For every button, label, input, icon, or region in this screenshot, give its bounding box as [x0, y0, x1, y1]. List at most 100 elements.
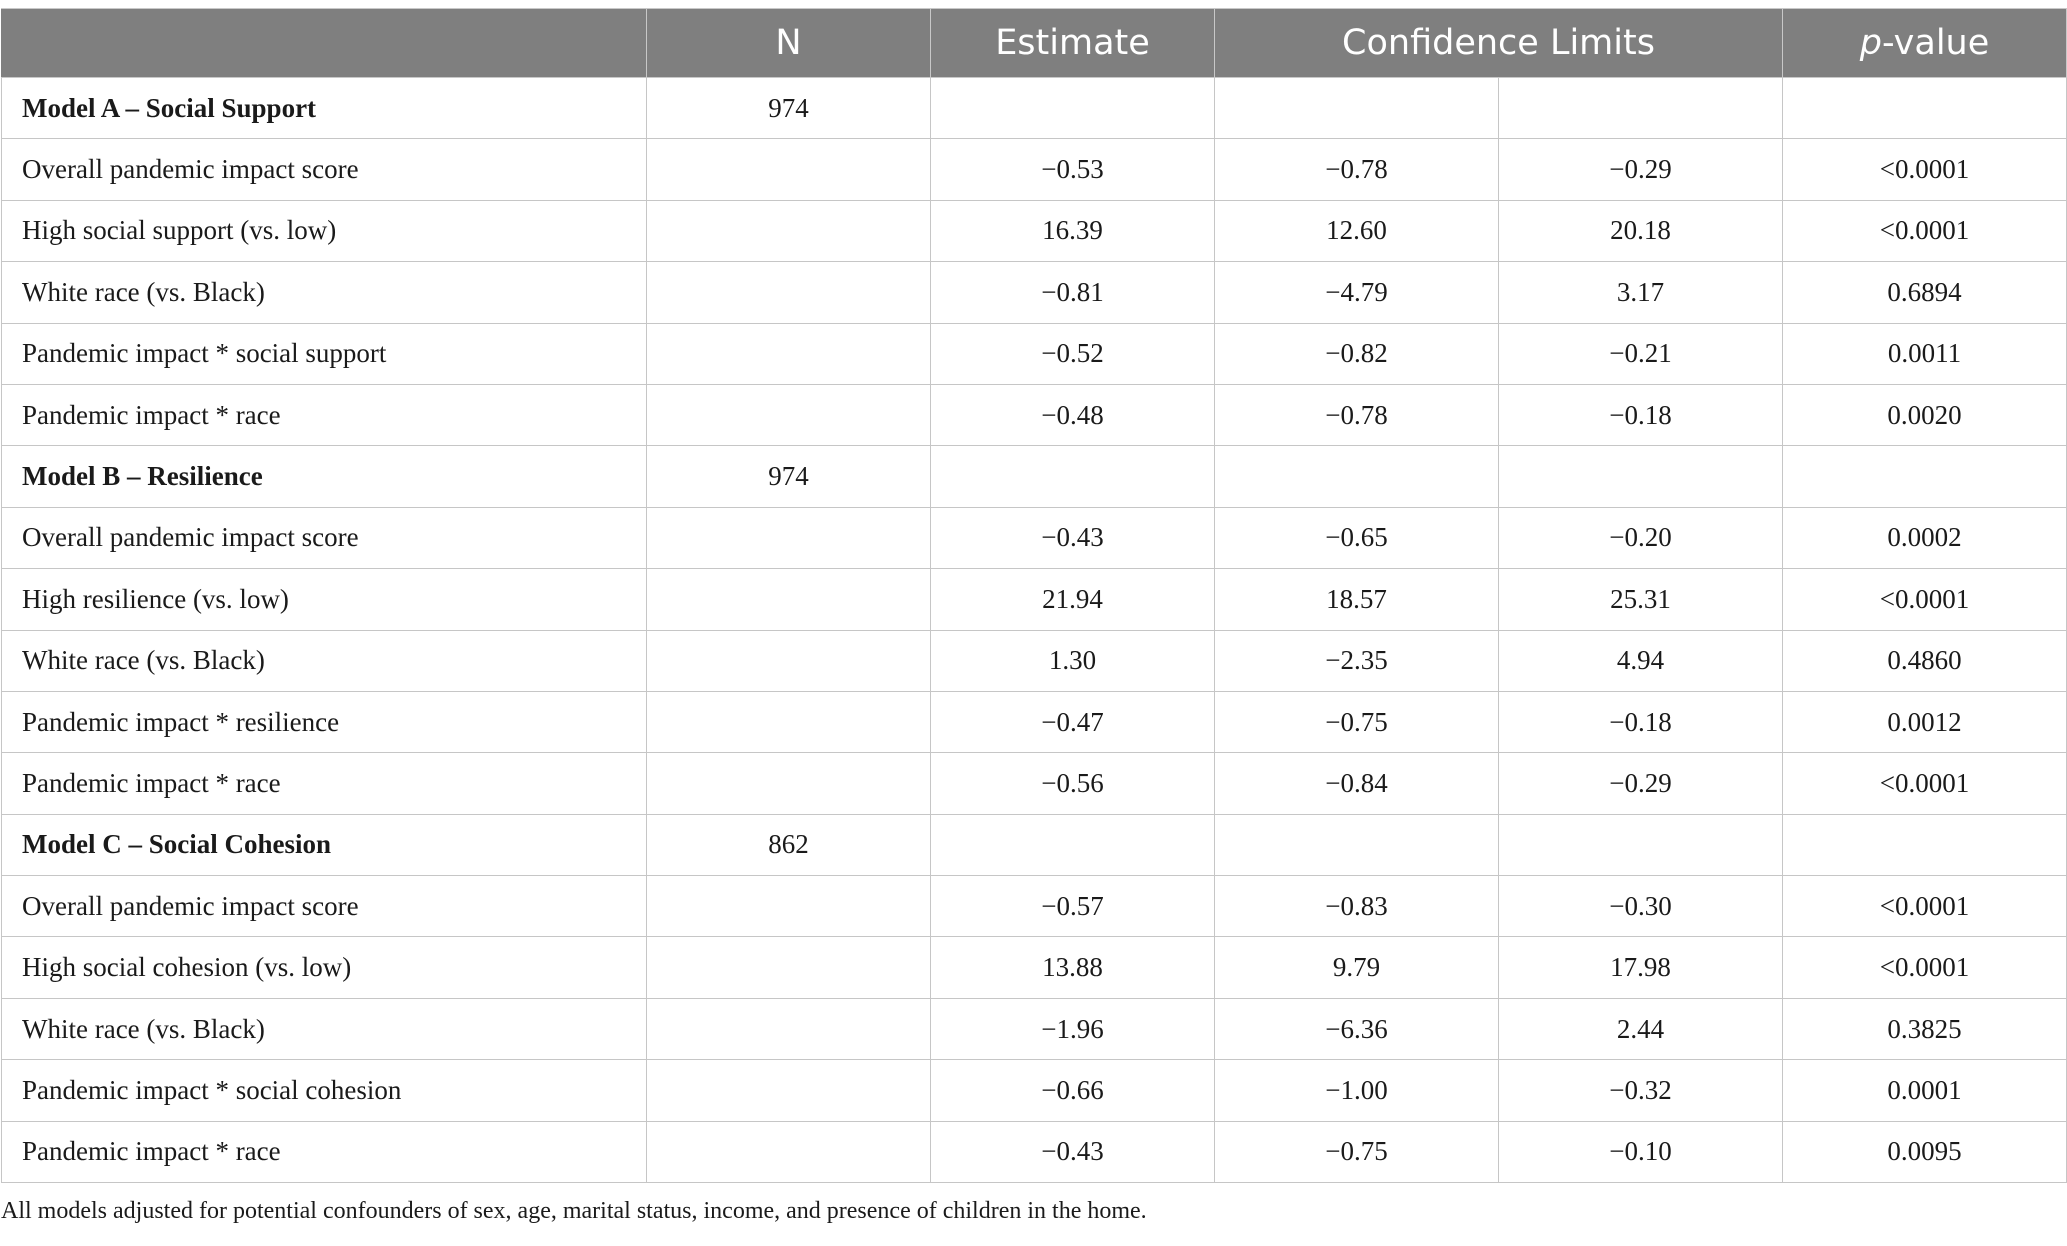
row-label: High social support (vs. low) [1, 199, 647, 263]
table-row: Overall pandemic impact score −0.43 −0.65−… [1, 506, 2067, 570]
cell-upper-limit: 3.17 [1497, 261, 1784, 324]
cell-n: 974 [646, 76, 931, 140]
header-estimate: Estimate [930, 8, 1215, 78]
cell-n [646, 1059, 931, 1122]
cell-p-value: 0.0012 [1782, 690, 2067, 754]
row-label: Pandemic impact * race [1, 752, 647, 815]
row-label: Pandemic impact * race [1, 1120, 647, 1184]
cell-upper-limit [1497, 813, 1784, 877]
cell-estimate: −0.47 [930, 690, 1215, 754]
header-row: N Estimate Confidence Limits p-value [1, 8, 2067, 78]
cell-estimate [930, 76, 1215, 140]
cell-estimate: −0.57 [930, 875, 1215, 938]
cell-lower-limit: −0.83 [1214, 875, 1499, 938]
header-p-rest: -value [1881, 23, 1990, 63]
cell-estimate: 21.94 [930, 568, 1215, 631]
cell-n [646, 506, 931, 570]
row-label: Pandemic impact * social cohesion [1, 1059, 647, 1122]
cell-lower-limit: −0.75 [1214, 1120, 1499, 1184]
header-p-value: p-value [1782, 8, 2067, 78]
cell-p-value: 0.3825 [1782, 997, 2067, 1061]
cell-n [646, 752, 931, 815]
cell-lower-limit: −0.84 [1214, 752, 1499, 815]
cell-n: 974 [646, 445, 931, 508]
cell-upper-limit: 17.98 [1497, 936, 1784, 999]
row-label: Model C – Social Cohesion [1, 813, 647, 877]
cell-upper-limit: 20.18 [1497, 199, 1784, 263]
table-row: High resilience (vs. low) 21.94 18.57 25.31… [1, 568, 2067, 631]
table-row: Pandemic impact * resilience −0.47 −0.75 −0… [1, 690, 2067, 754]
cell-p-value: <0.0001 [1782, 936, 2067, 999]
table-header: N Estimate Confidence Limits p-value [1, 8, 2067, 78]
model-heading-row: Model B – Resilience 974 [1, 445, 2067, 508]
cell-upper-limit: 2.44 [1497, 997, 1784, 1061]
model-heading-row: Model A – Social Support 974 [1, 76, 2067, 140]
cell-p-value [1782, 445, 2067, 508]
cell-upper-limit [1497, 445, 1784, 508]
cell-upper-limit: −0.10 [1497, 1120, 1784, 1184]
cell-estimate: 1.30 [930, 629, 1215, 692]
cell-n [646, 138, 931, 201]
row-label: High resilience (vs. low) [1, 568, 647, 631]
results-table: N Estimate Confidence Limits p-value Mod… [1, 8, 2067, 1184]
cell-estimate [930, 445, 1215, 508]
cell-lower-limit: −0.82 [1214, 322, 1499, 385]
cell-p-value: <0.0001 [1782, 138, 2067, 201]
header-confidence-limits: Confidence Limits [1213, 8, 1784, 78]
cell-estimate: −0.66 [930, 1059, 1215, 1122]
cell-estimate: −0.81 [930, 261, 1215, 324]
cell-estimate: −0.56 [930, 752, 1215, 815]
cell-p-value [1782, 813, 2067, 877]
model-heading-row: Model C – Social Cohesion 862 [1, 813, 2067, 877]
cell-upper-limit: −0.30 [1497, 875, 1784, 938]
cell-estimate: −0.43 [930, 506, 1215, 570]
cell-estimate: 16.39 [930, 199, 1215, 263]
table-row: Overall pandemic impact score −0.53 −0.78−… [1, 138, 2067, 201]
header-label [1, 8, 647, 78]
header-n: N [646, 8, 931, 78]
cell-estimate: −0.48 [930, 383, 1215, 447]
table-row: Pandemic impact * race −0.56 −0.84 −0.29 <0.… [1, 752, 2067, 815]
table-row: White race (vs. Black) −1.96 −6.36 2.44 0.38… [1, 997, 2067, 1061]
cell-estimate: −0.53 [930, 138, 1215, 201]
cell-lower-limit: −6.36 [1214, 997, 1499, 1061]
cell-p-value: <0.0001 [1782, 752, 2067, 815]
row-label: Model A – Social Support [1, 76, 647, 140]
cell-lower-limit [1214, 76, 1499, 140]
row-label: White race (vs. Black) [1, 629, 647, 692]
cell-p-value: 0.6894 [1782, 261, 2067, 324]
table-footnote: All models adjusted for potential confou… [1, 1198, 1147, 1224]
cell-lower-limit: 9.79 [1214, 936, 1499, 999]
cell-upper-limit: −0.21 [1497, 322, 1784, 385]
cell-lower-limit [1214, 813, 1499, 877]
cell-lower-limit: −0.65 [1214, 506, 1499, 570]
cell-upper-limit: 4.94 [1497, 629, 1784, 692]
cell-lower-limit: −0.78 [1214, 383, 1499, 447]
cell-p-value: 0.0020 [1782, 383, 2067, 447]
cell-n [646, 1120, 931, 1184]
table-row: High social support (vs. low) 16.39 12.60 2… [1, 199, 2067, 263]
row-label: Overall pandemic impact score [1, 875, 647, 938]
cell-upper-limit: −0.29 [1497, 138, 1784, 201]
row-label: White race (vs. Black) [1, 997, 647, 1061]
table-row: Pandemic impact * race −0.43 −0.75 −0.10 0.0… [1, 1120, 2067, 1184]
row-label: Overall pandemic impact score [1, 138, 647, 201]
table-row: White race (vs. Black) −0.81 −4.79 3.17 0.68… [1, 261, 2067, 324]
cell-upper-limit: −0.18 [1497, 383, 1784, 447]
row-label: Overall pandemic impact score [1, 506, 647, 570]
header-p-italic: p [1859, 23, 1882, 63]
cell-n [646, 875, 931, 938]
table-row: Pandemic impact * social cohesion −0.66 −1… [1, 1059, 2067, 1122]
cell-estimate: 13.88 [930, 936, 1215, 999]
cell-p-value [1782, 76, 2067, 140]
cell-estimate: −0.52 [930, 322, 1215, 385]
table-body: Model A – Social Support 974 Overall pande… [1, 76, 2067, 1184]
cell-n [646, 261, 931, 324]
cell-n [646, 568, 931, 631]
cell-p-value: <0.0001 [1782, 875, 2067, 938]
cell-lower-limit: −2.35 [1214, 629, 1499, 692]
cell-lower-limit: −0.75 [1214, 690, 1499, 754]
cell-n [646, 322, 931, 385]
cell-p-value: 0.0095 [1782, 1120, 2067, 1184]
table-row: High social cohesion (vs. low) 13.88 9.79 1… [1, 936, 2067, 999]
